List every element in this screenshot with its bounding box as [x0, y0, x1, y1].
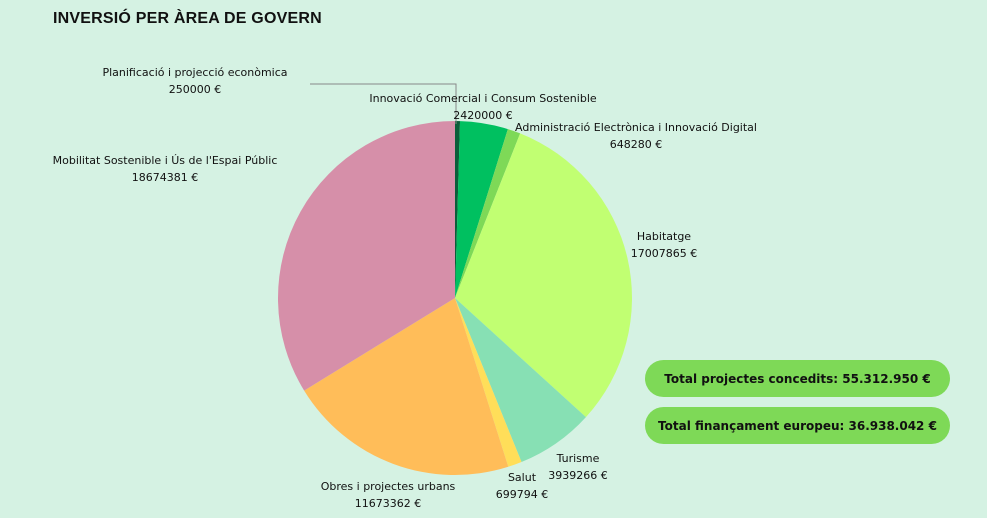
slice-label: Mobilitat Sostenible i Ús de l'Espai Púb…: [53, 154, 278, 167]
pie-slice: [304, 298, 509, 476]
slice-label: Obres i projectes urbans: [321, 480, 456, 493]
total-projects-badge: Total projectes concedits: 55.312.950 €: [645, 360, 950, 397]
slice-label: Turisme: [556, 452, 600, 465]
pie-slice: [455, 121, 461, 298]
slice-value-label: 3939266 €: [548, 469, 608, 482]
slice-value-label: 250000 €: [169, 83, 222, 96]
pie-slice: [278, 121, 455, 391]
total-funding-badge: Total finançament europeu: 36.938.042 €: [645, 407, 950, 444]
pie-slice: [455, 298, 522, 467]
pie-slice: [455, 133, 633, 418]
slice-value-label: 648280 €: [610, 138, 663, 151]
slice-label: Innovació Comercial i Consum Sostenible: [369, 92, 597, 105]
slice-label: Salut: [508, 471, 537, 484]
slice-value-label: 18674381 €: [132, 171, 198, 184]
slice-label: Administració Electrònica i Innovació Di…: [515, 121, 757, 134]
chart-title: INVERSIÓ PER ÀREA DE GOVERN: [53, 10, 322, 27]
pie-slice: [455, 129, 521, 298]
slice-value-label: 2420000 €: [453, 109, 513, 122]
pie-slice: [455, 121, 508, 298]
slice-label: Planificació i projecció econòmica: [102, 66, 287, 79]
slice-value-label: 17007865 €: [631, 247, 697, 260]
slice-value-label: 699794 €: [496, 488, 549, 501]
slice-value-label: 11673362 €: [355, 497, 421, 510]
leader-line: [310, 83, 457, 124]
pie-slice: [455, 298, 586, 463]
slice-label: Habitatge: [637, 230, 691, 243]
